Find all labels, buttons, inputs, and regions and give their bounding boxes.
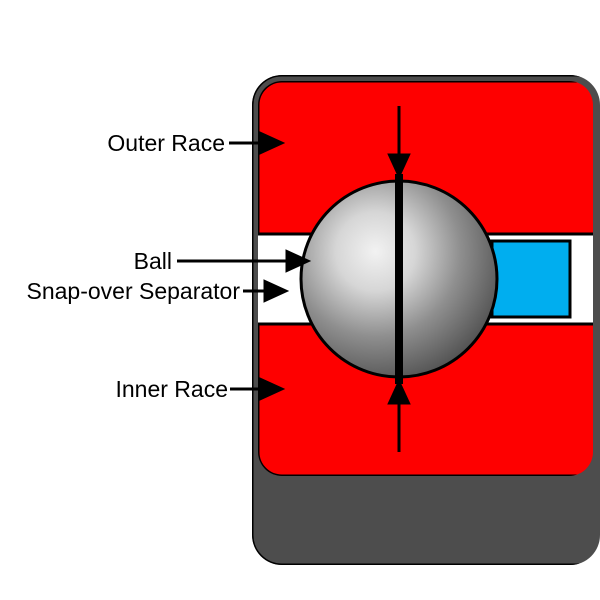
label-separator: Snap-over Separator (2, 278, 240, 305)
snap-over-block (492, 241, 570, 317)
diagram-stage: Outer Race Ball Snap-over Separator Inne… (0, 0, 600, 600)
label-inner-race: Inner Race (100, 376, 228, 403)
label-ball: Ball (122, 248, 172, 275)
label-outer-race: Outer Race (95, 130, 225, 157)
ball-center-bar (395, 174, 403, 384)
